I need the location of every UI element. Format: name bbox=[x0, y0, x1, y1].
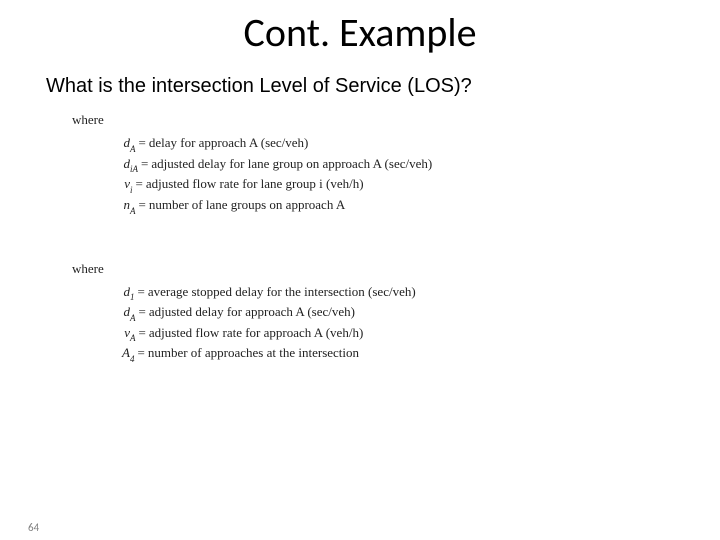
equals-sign: = bbox=[136, 134, 149, 153]
slide-question: What is the intersection Level of Servic… bbox=[46, 75, 720, 98]
def-text: adjusted flow rate for approach A (veh/h… bbox=[149, 325, 363, 340]
def-sub: 1 bbox=[130, 292, 135, 302]
def-row: vA=adjusted flow rate for approach A (ve… bbox=[112, 324, 720, 345]
def-text: adjusted delay for approach A (sec/veh) bbox=[149, 304, 355, 319]
def-row: dA=adjusted delay for approach A (sec/ve… bbox=[112, 303, 720, 324]
def-var: d bbox=[112, 134, 130, 153]
def-row: vi=adjusted flow rate for lane group i (… bbox=[112, 175, 720, 196]
where-label-1: where bbox=[72, 261, 720, 277]
def-var: v bbox=[112, 324, 130, 343]
def-sub: i bbox=[130, 185, 133, 195]
spacer bbox=[0, 223, 720, 261]
equals-sign: = bbox=[133, 175, 146, 194]
def-var: v bbox=[112, 175, 130, 194]
def-text: number of approaches at the intersection bbox=[148, 345, 359, 360]
def-sub: iA bbox=[130, 164, 138, 174]
def-list-0: dA=delay for approach A (sec/veh) diA=ad… bbox=[112, 134, 720, 217]
def-row: A4=number of approaches at the intersect… bbox=[112, 344, 720, 365]
equals-sign: = bbox=[136, 303, 149, 322]
def-row: dA=delay for approach A (sec/veh) bbox=[112, 134, 720, 155]
def-sub: A bbox=[130, 333, 136, 343]
def-row: d1=average stopped delay for the interse… bbox=[112, 283, 720, 304]
where-block-1: where d1=average stopped delay for the i… bbox=[72, 261, 720, 366]
slide-title: Cont. Example bbox=[0, 8, 720, 57]
equals-sign: = bbox=[136, 324, 149, 343]
slide: Cont. Example What is the intersection L… bbox=[0, 8, 720, 540]
def-var: d bbox=[112, 303, 130, 322]
def-text: adjusted delay for lane group on approac… bbox=[151, 156, 432, 171]
where-block-0: where dA=delay for approach A (sec/veh) … bbox=[72, 112, 720, 217]
where-label-0: where bbox=[72, 112, 720, 128]
def-text: adjusted flow rate for lane group i (veh… bbox=[146, 176, 364, 191]
def-row: nA=number of lane groups on approach A bbox=[112, 196, 720, 217]
page-number: 64 bbox=[28, 521, 39, 534]
def-row: diA=adjusted delay for lane group on app… bbox=[112, 155, 720, 176]
def-text: delay for approach A (sec/veh) bbox=[149, 135, 309, 150]
def-sub: A bbox=[130, 313, 136, 323]
def-sub: A bbox=[130, 206, 136, 216]
def-var: d bbox=[112, 283, 130, 302]
def-sub: A bbox=[130, 144, 136, 154]
equals-sign: = bbox=[135, 283, 148, 302]
def-list-1: d1=average stopped delay for the interse… bbox=[112, 283, 720, 366]
equals-sign: = bbox=[136, 196, 149, 215]
def-text: average stopped delay for the intersecti… bbox=[148, 284, 416, 299]
equals-sign: = bbox=[135, 344, 148, 363]
def-var: d bbox=[112, 155, 130, 174]
def-var: n bbox=[112, 196, 130, 215]
def-text: number of lane groups on approach A bbox=[149, 197, 345, 212]
def-var: A bbox=[112, 344, 130, 363]
def-sub: 4 bbox=[130, 354, 135, 364]
equals-sign: = bbox=[138, 155, 151, 174]
